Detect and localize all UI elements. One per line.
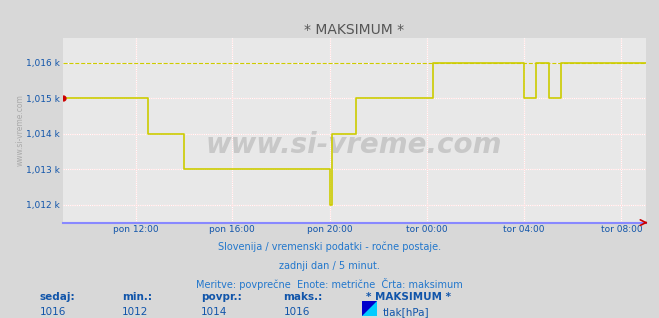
Text: 1016: 1016 — [40, 307, 66, 317]
Text: min.:: min.: — [122, 292, 152, 301]
Text: 1014: 1014 — [201, 307, 227, 317]
Polygon shape — [362, 301, 377, 316]
Text: povpr.:: povpr.: — [201, 292, 242, 301]
Text: tlak[hPa]: tlak[hPa] — [382, 307, 429, 317]
Y-axis label: www.si-vreme.com: www.si-vreme.com — [16, 94, 24, 166]
Text: Meritve: povprečne  Enote: metrične  Črta: maksimum: Meritve: povprečne Enote: metrične Črta:… — [196, 278, 463, 290]
Text: maks.:: maks.: — [283, 292, 323, 301]
Text: 1016: 1016 — [283, 307, 310, 317]
Title: * MAKSIMUM *: * MAKSIMUM * — [304, 23, 404, 37]
Text: sedaj:: sedaj: — [40, 292, 75, 301]
Text: www.si-vreme.com: www.si-vreme.com — [206, 131, 502, 159]
Text: 1012: 1012 — [122, 307, 148, 317]
Text: Slovenija / vremenski podatki - ročne postaje.: Slovenija / vremenski podatki - ročne po… — [218, 241, 441, 252]
Text: * MAKSIMUM *: * MAKSIMUM * — [366, 292, 451, 301]
Polygon shape — [362, 301, 377, 316]
Text: zadnji dan / 5 minut.: zadnji dan / 5 minut. — [279, 261, 380, 271]
